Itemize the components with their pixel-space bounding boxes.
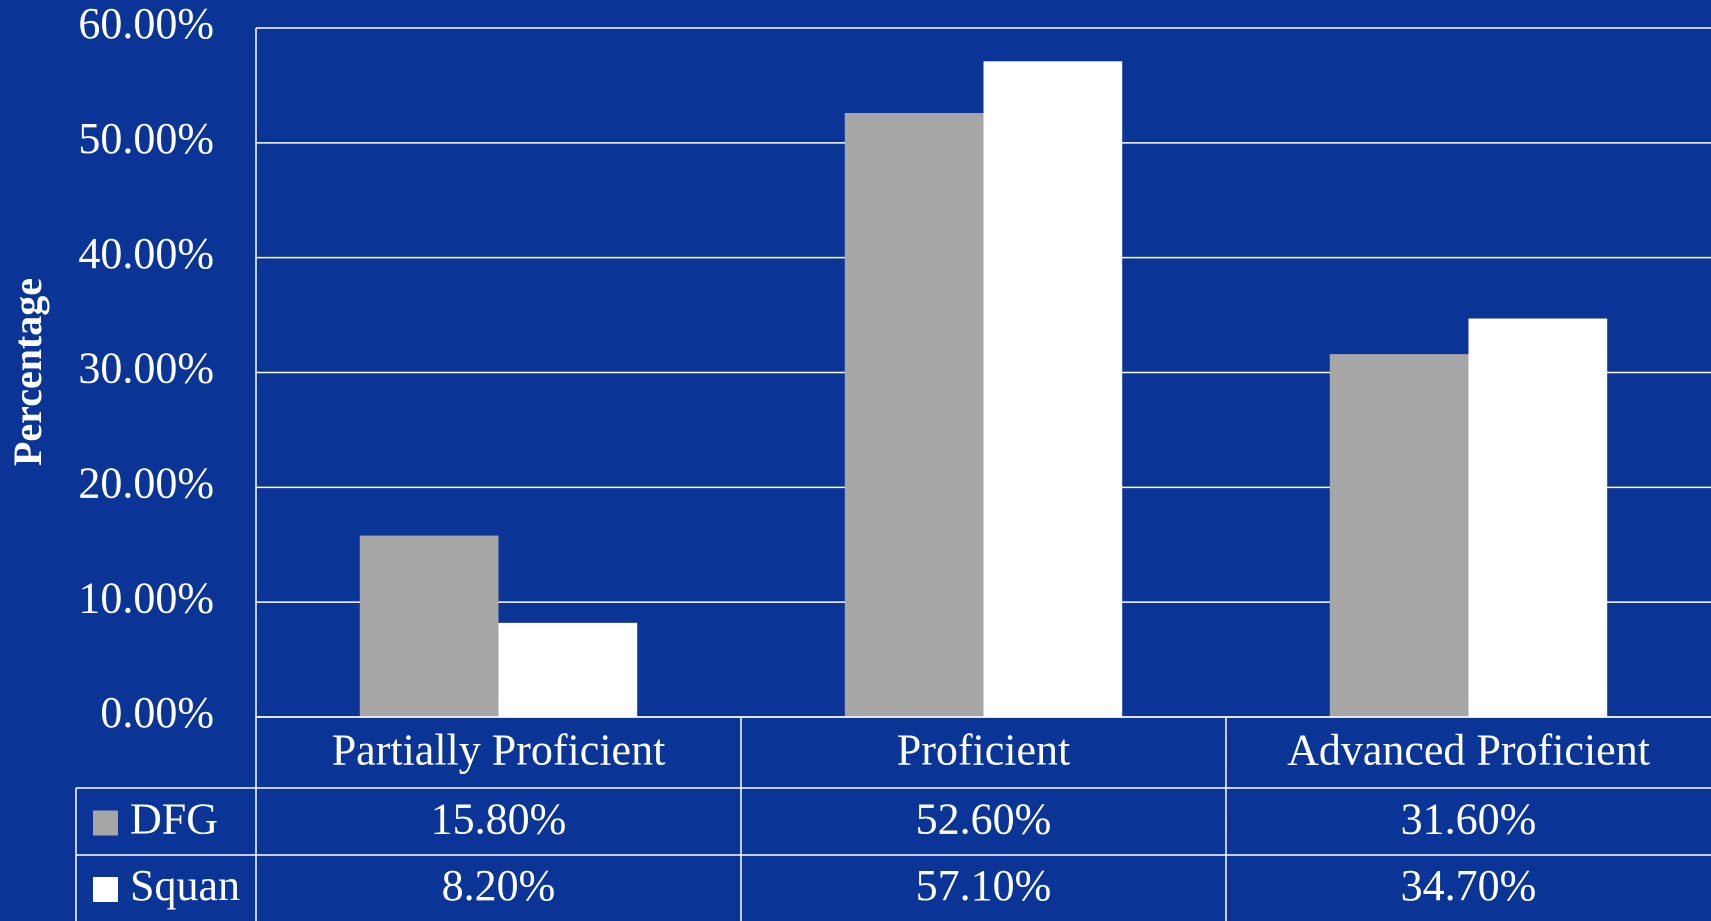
data-table-value: 31.60% [1401,795,1537,844]
bar [498,622,638,717]
y-tick-label: 10.00% [78,573,214,622]
bar [983,61,1123,718]
y-tick-label: 40.00% [78,229,214,278]
x-tick-label: Proficient [897,726,1071,775]
data-table-value: 8.20% [442,861,556,910]
bar [844,112,984,717]
bar [1329,354,1469,717]
legend-label: DFG [130,795,218,844]
y-tick-label: 50.00% [78,114,214,163]
y-tick-label: 60.00% [78,0,214,48]
y-tick-label: 20.00% [78,458,214,507]
data-table-value: 34.70% [1401,861,1537,910]
x-tick-label: Partially Proficient [332,726,666,775]
data-table-value: 15.80% [431,795,567,844]
y-tick-label: 30.00% [78,344,214,393]
x-tick-label: Advanced Proficient [1287,726,1650,775]
y-tick-label: 0.00% [100,688,214,737]
y-axis-label: Percentage [5,278,50,466]
bar [1468,318,1608,717]
legend-label: Squan [130,861,240,910]
data-table-value: 57.10% [916,861,1052,910]
bar [359,535,499,717]
legend-swatch [93,810,118,836]
legend-swatch [93,877,118,902]
data-table-value: 52.60% [916,795,1052,844]
